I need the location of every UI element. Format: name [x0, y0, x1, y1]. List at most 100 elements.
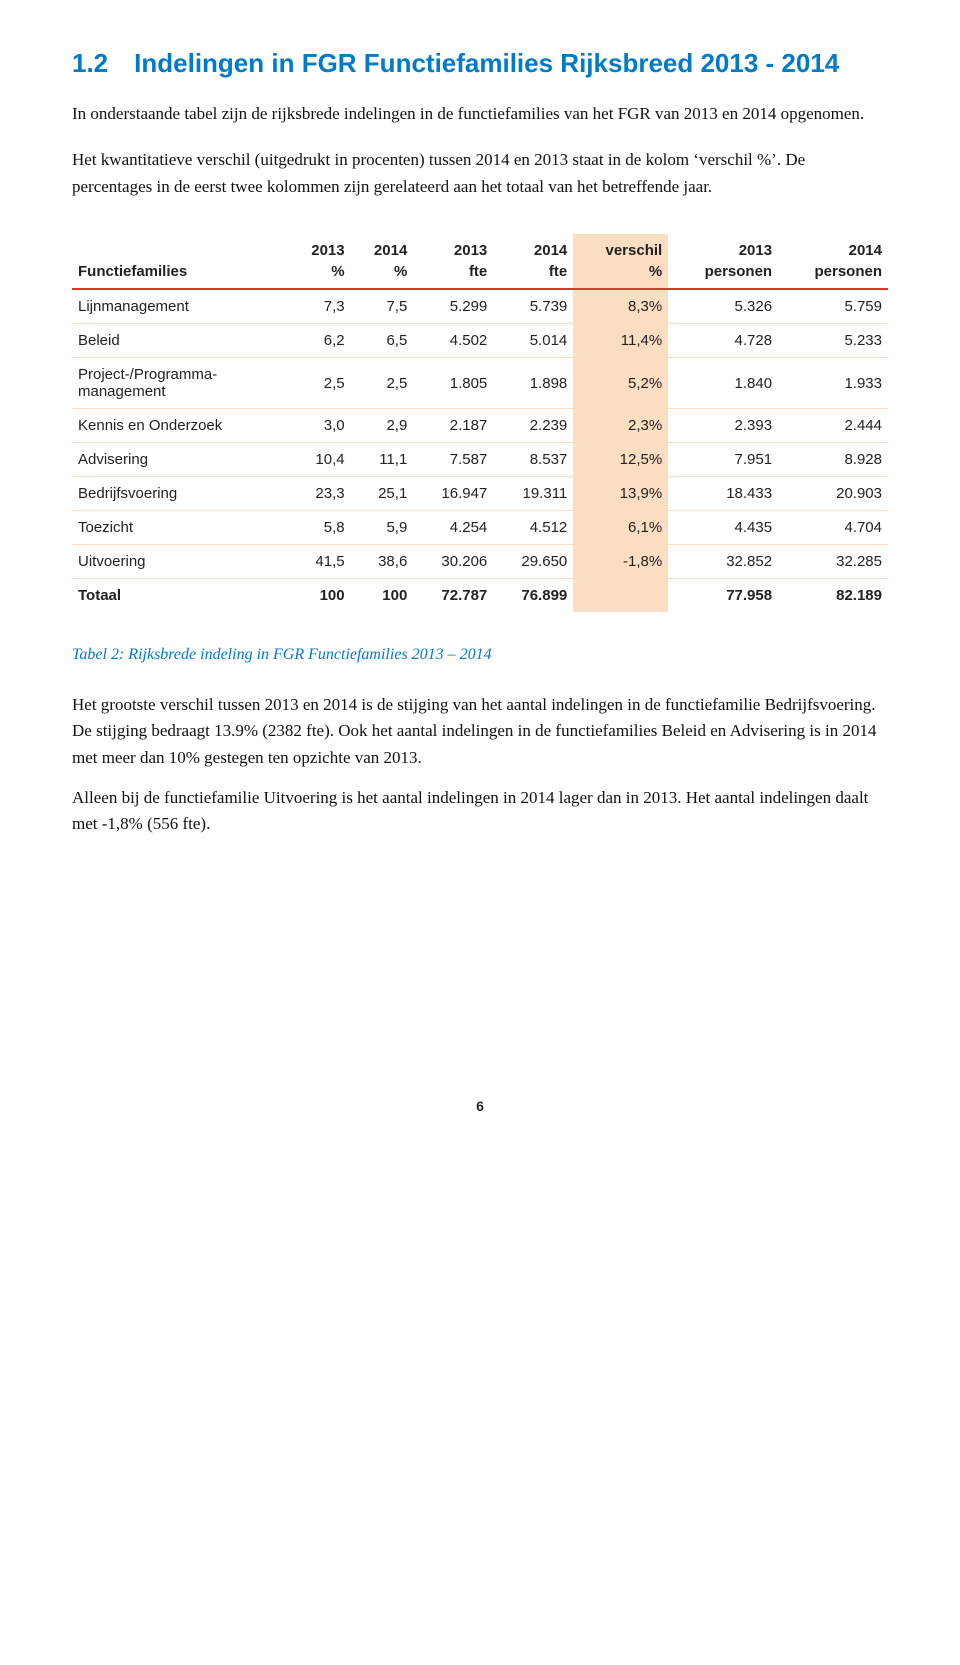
row-cell: 4.435 [668, 511, 778, 545]
row-cell: 100 [288, 579, 351, 613]
table-body: Lijnmanagement7,37,55.2995.7398,3%5.3265… [72, 289, 888, 612]
table-year-header: 2014 [493, 234, 573, 261]
table-unit-header: fte [413, 261, 493, 289]
functiefamilies-table: 2013201420132014verschil20132014 Functie… [72, 234, 888, 612]
row-cell: 5,9 [351, 511, 414, 545]
row-cell: 8.537 [493, 443, 573, 477]
row-cell: 5.326 [668, 289, 778, 324]
row-cell: 5.299 [413, 289, 493, 324]
intro-paragraph-2: Het kwantitatieve verschil (uitgedrukt i… [72, 147, 888, 200]
row-cell: 29.650 [493, 545, 573, 579]
row-cell: 30.206 [413, 545, 493, 579]
table-row: Lijnmanagement7,37,55.2995.7398,3%5.3265… [72, 289, 888, 324]
row-cell: 5.759 [778, 289, 888, 324]
row-cell: 32.852 [668, 545, 778, 579]
table-year-header: 2014 [351, 234, 414, 261]
row-cell: 16.947 [413, 477, 493, 511]
row-cell: 3,0 [288, 409, 351, 443]
row-cell: 38,6 [351, 545, 414, 579]
row-cell: 23,3 [288, 477, 351, 511]
row-label: Lijnmanagement [72, 289, 288, 324]
table-row: Advisering10,411,17.5878.53712,5%7.9518.… [72, 443, 888, 477]
table-year-header: 2013 [413, 234, 493, 261]
table-unit-header: % [351, 261, 414, 289]
table-row: Project-/Programma-management2,52,51.805… [72, 358, 888, 409]
row-cell: 77.958 [668, 579, 778, 613]
row-cell: 13,9% [573, 477, 668, 511]
table-year-header: 2013 [668, 234, 778, 261]
row-cell: 100 [351, 579, 414, 613]
row-cell: 12,5% [573, 443, 668, 477]
table-unit-header: Functiefamilies [72, 261, 288, 289]
row-cell: 82.189 [778, 579, 888, 613]
row-cell: 72.787 [413, 579, 493, 613]
row-label: Kennis en Onderzoek [72, 409, 288, 443]
row-cell: 4.704 [778, 511, 888, 545]
intro-paragraph-1: In onderstaande tabel zijn de rijksbrede… [72, 101, 888, 127]
row-cell: 2,5 [288, 358, 351, 409]
row-cell: 7,5 [351, 289, 414, 324]
row-label: Advisering [72, 443, 288, 477]
table-unit-header-row: Functiefamilies%%ftefte%personenpersonen [72, 261, 888, 289]
row-cell: 41,5 [288, 545, 351, 579]
row-cell: 4.254 [413, 511, 493, 545]
row-cell: 10,4 [288, 443, 351, 477]
table-year-header [72, 234, 288, 261]
row-cell: 32.285 [778, 545, 888, 579]
row-cell: 5,8 [288, 511, 351, 545]
row-cell: 5.233 [778, 324, 888, 358]
row-cell: 20.903 [778, 477, 888, 511]
row-cell: 7.587 [413, 443, 493, 477]
row-label: Totaal [72, 579, 288, 613]
row-cell: 76.899 [493, 579, 573, 613]
row-cell: 8.928 [778, 443, 888, 477]
table-row: Beleid6,26,54.5025.01411,4%4.7285.233 [72, 324, 888, 358]
row-cell: 4.512 [493, 511, 573, 545]
row-cell: 6,5 [351, 324, 414, 358]
table-row: Kennis en Onderzoek3,02,92.1872.2392,3%2… [72, 409, 888, 443]
table-caption: Tabel 2: Rijksbrede indeling in FGR Func… [72, 646, 888, 664]
row-label: Uitvoering [72, 545, 288, 579]
row-cell: 2,3% [573, 409, 668, 443]
table-row: Uitvoering41,538,630.20629.650-1,8%32.85… [72, 545, 888, 579]
table-year-header: verschil [573, 234, 668, 261]
row-label: Project-/Programma-management [72, 358, 288, 409]
row-cell: 4.728 [668, 324, 778, 358]
row-cell: 5.014 [493, 324, 573, 358]
table-unit-header: % [288, 261, 351, 289]
row-cell: 6,1% [573, 511, 668, 545]
row-cell: 11,1 [351, 443, 414, 477]
row-cell: 2.393 [668, 409, 778, 443]
row-cell: 1.805 [413, 358, 493, 409]
row-label: Toezicht [72, 511, 288, 545]
row-cell: -1,8% [573, 545, 668, 579]
row-cell: 7,3 [288, 289, 351, 324]
row-cell: 18.433 [668, 477, 778, 511]
row-cell: 11,4% [573, 324, 668, 358]
page-number: 6 [72, 1098, 888, 1114]
analysis-paragraph-2: Alleen bij de functiefamilie Uitvoering … [72, 785, 888, 838]
table-unit-header: personen [668, 261, 778, 289]
row-cell: 2,9 [351, 409, 414, 443]
row-cell: 2.239 [493, 409, 573, 443]
table-row: Toezicht5,85,94.2544.5126,1%4.4354.704 [72, 511, 888, 545]
row-cell: 1.898 [493, 358, 573, 409]
table-unit-header: personen [778, 261, 888, 289]
row-cell: 7.951 [668, 443, 778, 477]
row-label: Beleid [72, 324, 288, 358]
row-cell: 6,2 [288, 324, 351, 358]
table-year-header: 2014 [778, 234, 888, 261]
row-cell: 5,2% [573, 358, 668, 409]
row-cell: 2.187 [413, 409, 493, 443]
row-cell [573, 579, 668, 613]
row-cell: 4.502 [413, 324, 493, 358]
table-year-header-row: 2013201420132014verschil20132014 [72, 234, 888, 261]
analysis-paragraph-1: Het grootste verschil tussen 2013 en 201… [72, 692, 888, 771]
row-cell: 5.739 [493, 289, 573, 324]
table-unit-header: fte [493, 261, 573, 289]
row-cell: 1.933 [778, 358, 888, 409]
row-cell: 1.840 [668, 358, 778, 409]
table-row: Bedrijfsvoering23,325,116.94719.31113,9%… [72, 477, 888, 511]
row-cell: 2,5 [351, 358, 414, 409]
row-label: Bedrijfsvoering [72, 477, 288, 511]
